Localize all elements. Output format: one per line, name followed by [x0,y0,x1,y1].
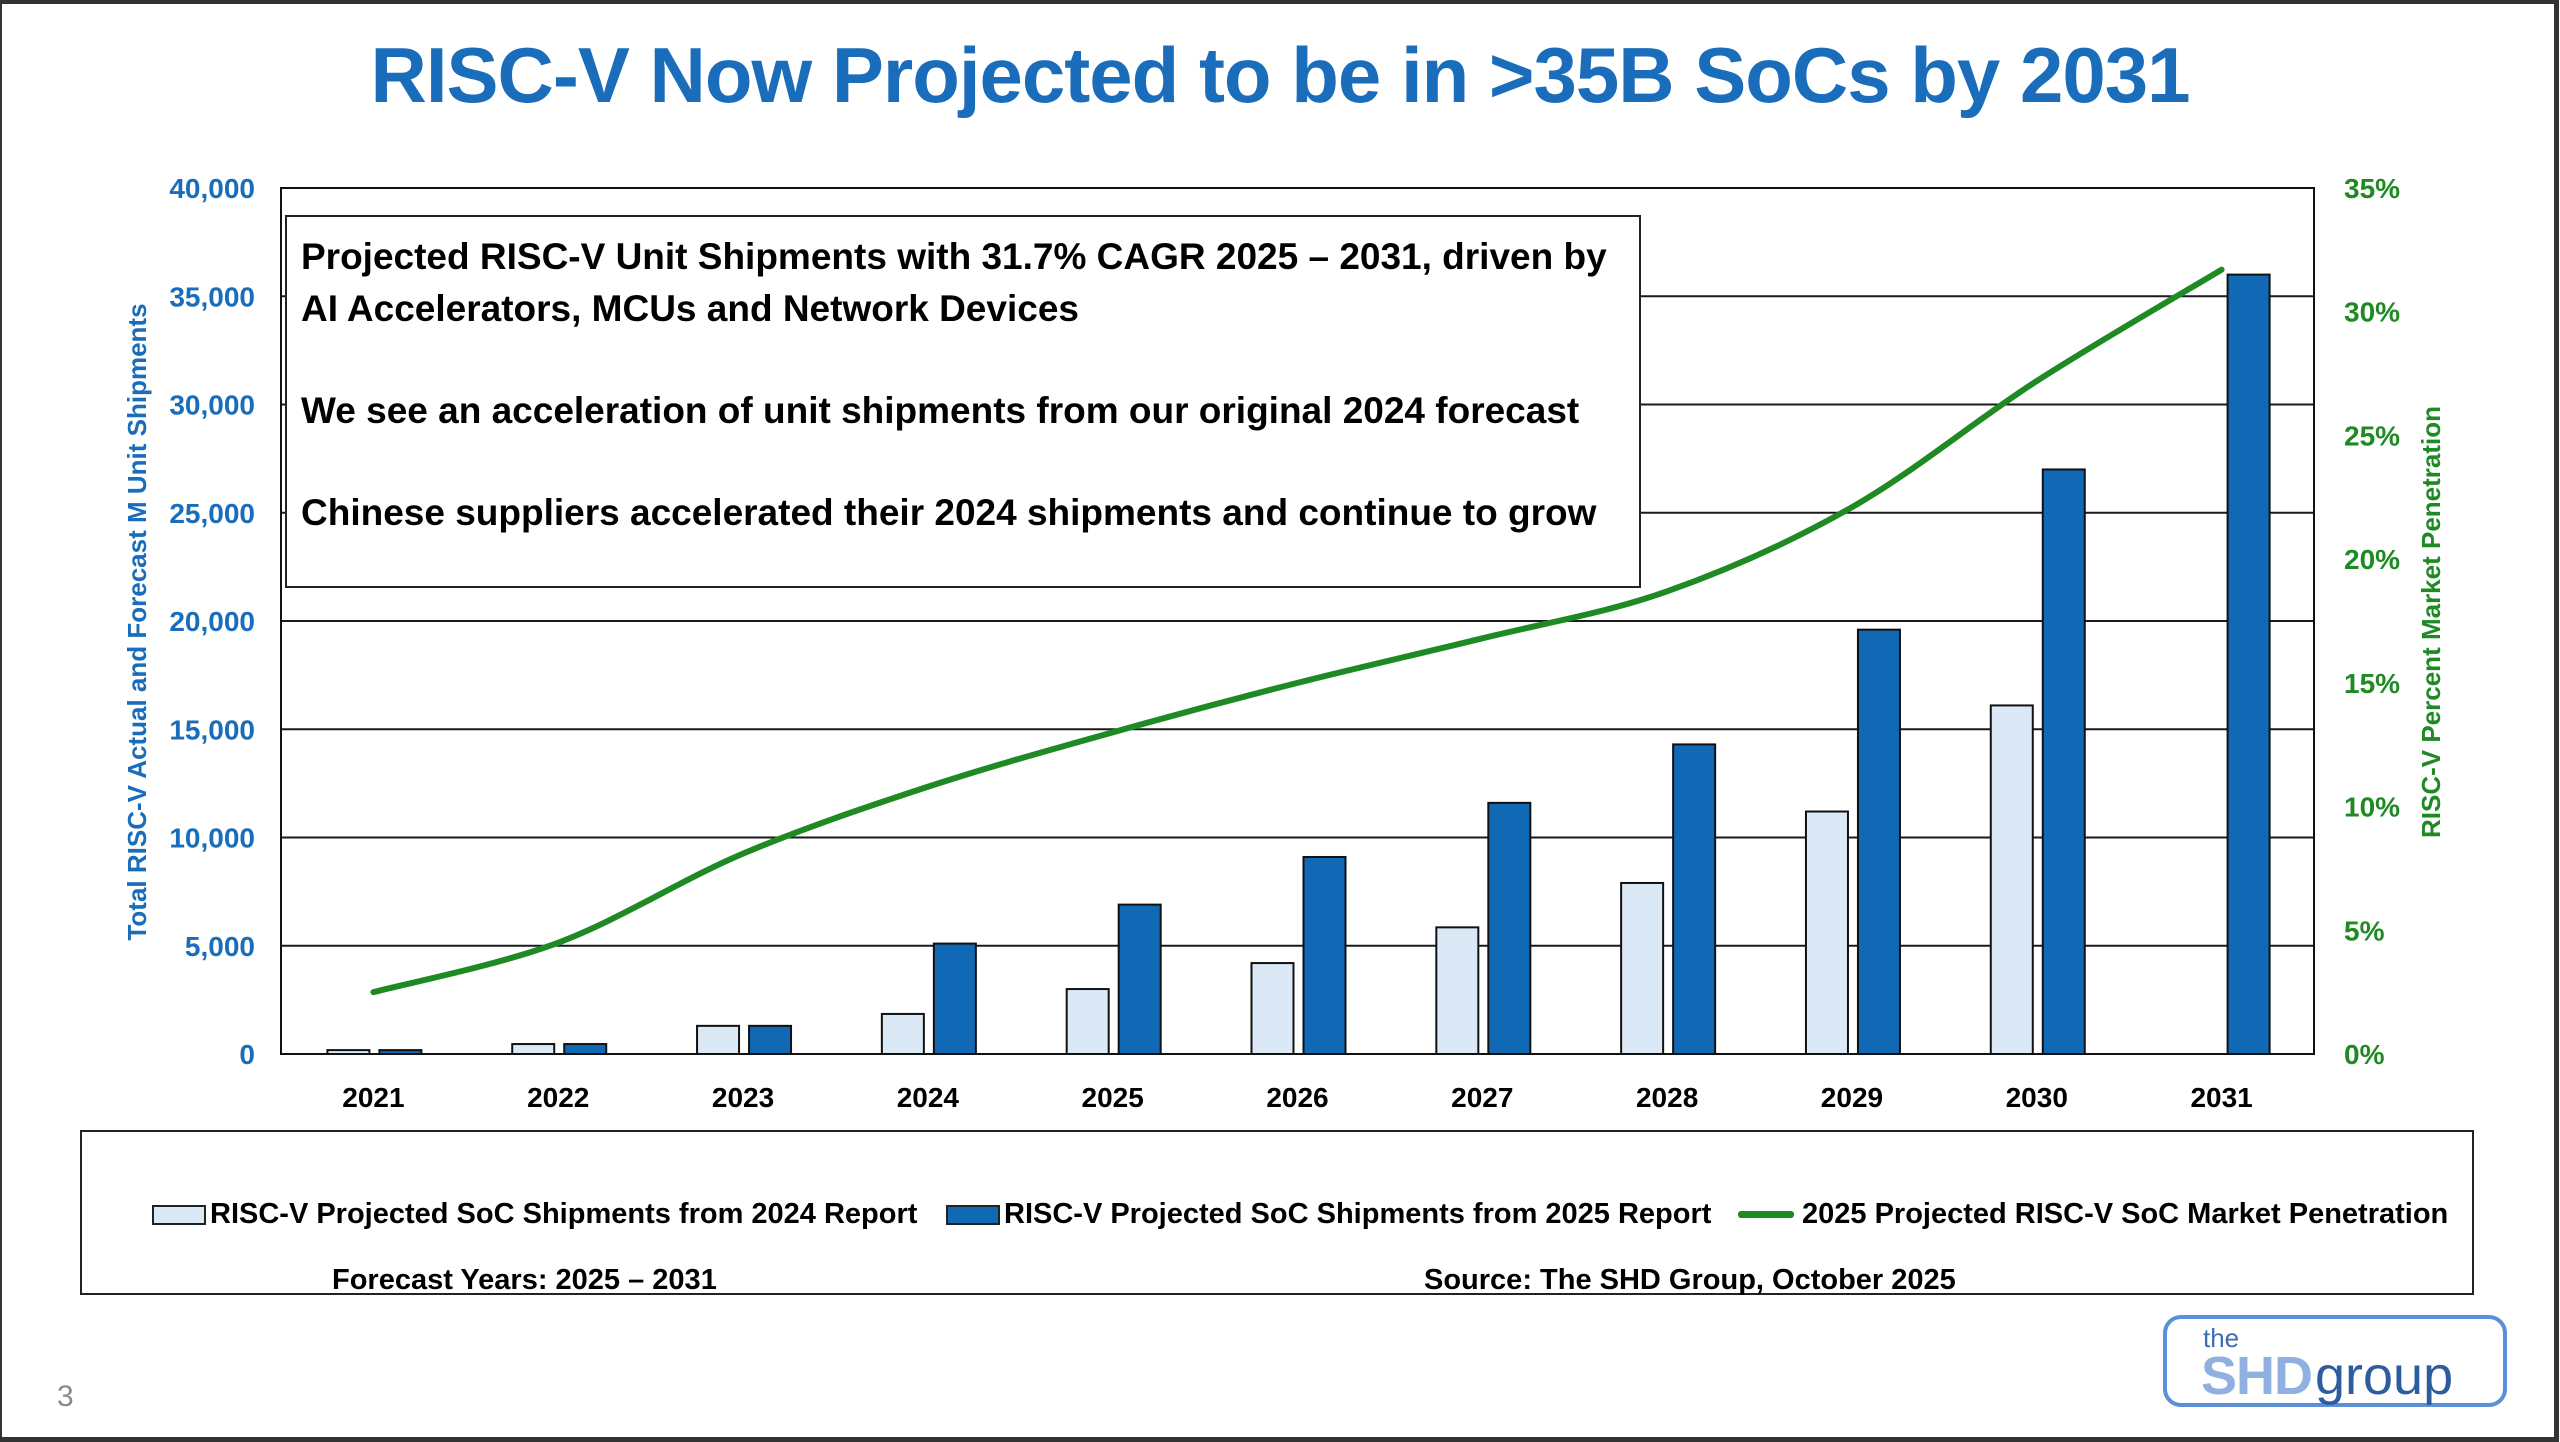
forecast-years-note: Forecast Years: 2025 – 2031 [332,1264,717,1297]
shd-group-logo: the SHD group [2163,1315,2507,1407]
bar-2024-report [1252,963,1294,1054]
legend-label: RISC-V Projected SoC Shipments from 2024… [210,1198,917,1231]
legend-swatch-line [1738,1211,1794,1218]
x-axis-tick-label: 2021 [342,1082,404,1113]
right-axis-label: RISC-V Percent Market Penetration [2416,406,2446,838]
callout-line-acceleration: We see an acceleration of unit shipments… [301,385,1625,437]
legend-label: 2025 Projected RISC-V SoC Market Penetra… [1802,1198,2448,1231]
bar-2024-report [512,1044,554,1054]
right-axis-tick-label: 35% [2344,173,2400,204]
left-axis-tick-label: 5,000 [185,931,255,962]
bar-2025-report [2228,275,2270,1054]
bar-2025-report [1673,744,1715,1054]
legend-label: RISC-V Projected SoC Shipments from 2025… [1004,1198,1711,1231]
right-axis-tick-label: 10% [2344,792,2400,823]
bar-2024-report [1621,883,1663,1054]
x-axis-tick-label: 2023 [712,1082,774,1113]
left-axis-tick-label: 40,000 [169,173,255,204]
source-note: Source: The SHD Group, October 2025 [1424,1264,1956,1297]
bar-2025-report [564,1044,606,1054]
bar-2025-report [1488,803,1530,1054]
bar-2025-report [2043,469,2085,1054]
bar-2024-report [882,1014,924,1054]
bar-2025-report [934,944,976,1054]
logo-group: group [2315,1345,2453,1407]
callout-box: Projected RISC-V Unit Shipments with 31.… [285,215,1641,588]
right-axis-tick-label: 5% [2344,915,2385,946]
bar-2024-report [697,1026,739,1054]
right-axis-tick-label: 0% [2344,1039,2385,1070]
legend-item-penetration: 2025 Projected RISC-V SoC Market Penetra… [1738,1198,2448,1231]
left-axis-tick-label: 15,000 [169,714,255,745]
bar-2025-report [1304,857,1346,1054]
left-axis-tick-label: 20,000 [169,606,255,637]
x-axis-tick-label: 2030 [2006,1082,2068,1113]
x-axis-tick-label: 2025 [1082,1082,1144,1113]
callout-line-chinese-suppliers: Chinese suppliers accelerated their 2024… [301,487,1625,539]
page-number: 3 [57,1380,74,1414]
bar-2025-report [749,1026,791,1054]
callout-line-cagr: Projected RISC-V Unit Shipments with 31.… [301,231,1625,335]
right-axis-tick-label: 15% [2344,668,2400,699]
left-axis-label: Total RISC-V Actual and Forecast M Unit … [122,303,152,940]
x-axis-tick-label: 2027 [1451,1082,1513,1113]
bar-2024-report [1436,927,1478,1054]
right-axis-tick-label: 25% [2344,420,2400,451]
x-axis-tick-label: 2031 [2190,1082,2252,1113]
legend-swatch-dark-bar [946,1205,1000,1225]
left-axis-ticks: 0 5,000 10,000 15,000 20,000 25,000 30,000 35,0… [169,173,255,1070]
left-axis-tick-label: 0 [239,1039,255,1070]
x-axis-tick-label: 2022 [527,1082,589,1113]
bar-2024-report [1991,705,2033,1054]
x-axis-tick-label: 2029 [1821,1082,1883,1113]
legend-item-2024-report: RISC-V Projected SoC Shipments from 2024… [152,1198,917,1231]
left-axis-tick-label: 10,000 [169,823,255,854]
x-axis-tick-label: 2024 [897,1082,960,1113]
legend-swatch-light-bar [152,1205,206,1225]
x-axis-tick-label: 2026 [1266,1082,1328,1113]
left-axis-tick-label: 30,000 [169,390,255,421]
legend: RISC-V Projected SoC Shipments from 2024… [80,1130,2474,1295]
legend-item-2025-report: RISC-V Projected SoC Shipments from 2025… [946,1198,1711,1231]
x-axis-ticks: 2021 2022 2023 2024 2025 2026 2027 2028 2029 2030… [342,1082,2252,1113]
bar-2025-report [1858,630,1900,1054]
right-axis-tick-label: 20% [2344,544,2400,575]
x-axis-tick-label: 2028 [1636,1082,1698,1113]
logo-shd: SHD [2201,1345,2312,1407]
right-axis-tick-label: 30% [2344,297,2400,328]
bar-2024-report [1806,812,1848,1054]
bar-2025-report [1119,905,1161,1054]
bar-2024-report [1067,989,1109,1054]
left-axis-tick-label: 25,000 [169,498,255,529]
right-axis-ticks: 0% 5% 10% 15% 20% 25% 30% 35% [2344,173,2400,1070]
left-axis-tick-label: 35,000 [169,281,255,312]
